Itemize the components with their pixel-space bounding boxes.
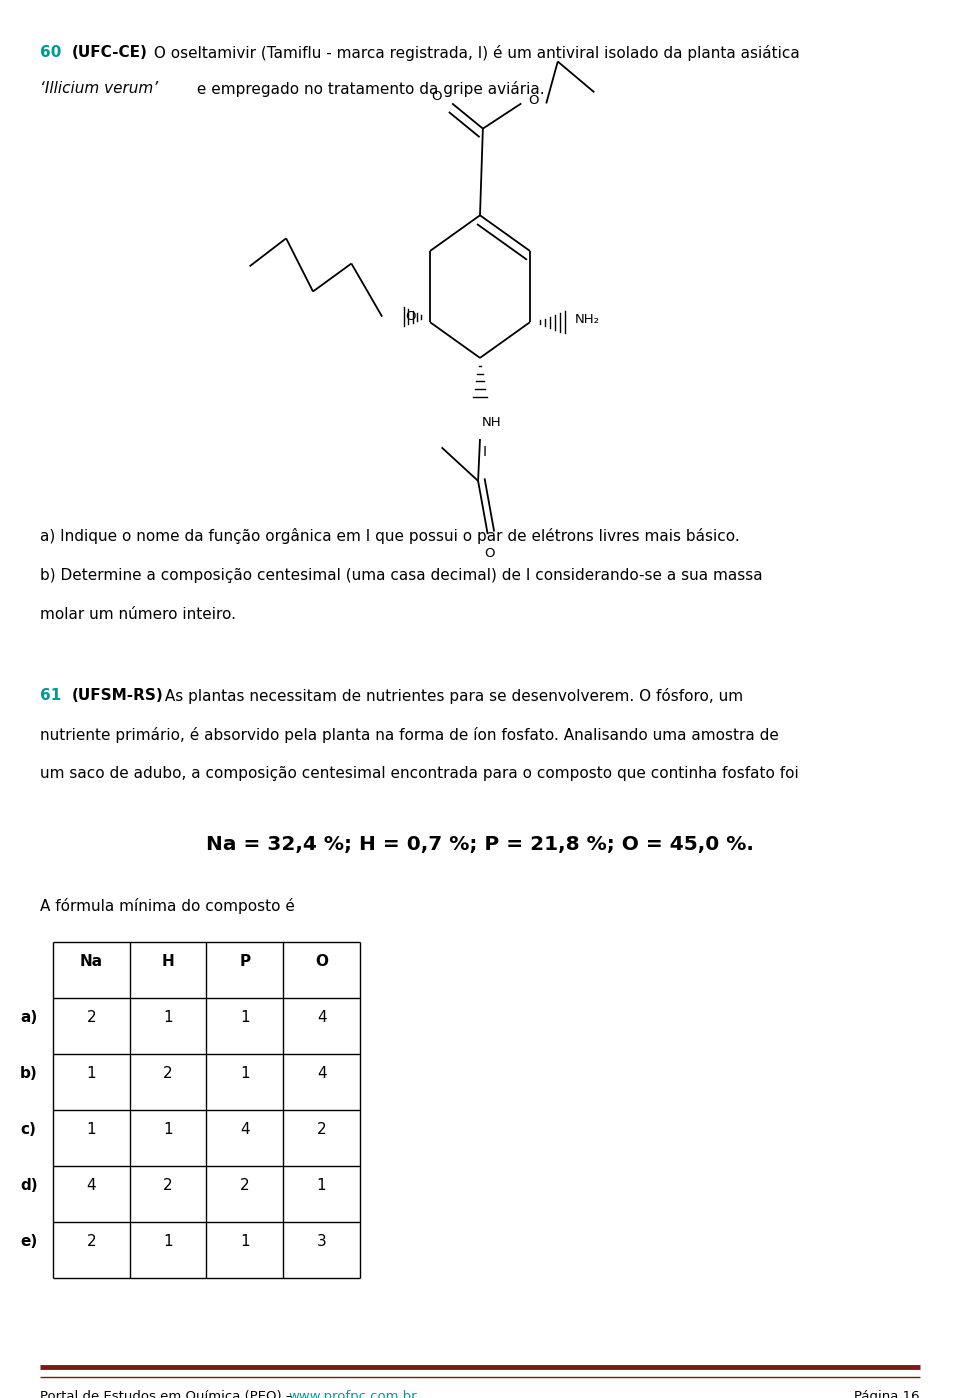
Text: d): d) <box>20 1179 37 1192</box>
Text: P: P <box>239 955 251 969</box>
Text: Na: Na <box>80 955 103 969</box>
Text: Portal de Estudos em Química (PEQ) –: Portal de Estudos em Química (PEQ) – <box>40 1390 297 1398</box>
Text: a): a) <box>20 1011 37 1025</box>
Text: Página 16: Página 16 <box>854 1390 920 1398</box>
Text: 2: 2 <box>86 1011 96 1025</box>
Text: 1: 1 <box>86 1067 96 1081</box>
Text: a) Indique o nome da função orgânica em I que possui o par de elétrons livres ma: a) Indique o nome da função orgânica em … <box>40 528 740 544</box>
Text: 1: 1 <box>163 1123 173 1137</box>
Text: (UFSM-RS): (UFSM-RS) <box>72 688 164 703</box>
Text: um saco de adubo, a composição centesimal encontrada para o composto que continh: um saco de adubo, a composição centesima… <box>40 766 799 781</box>
Text: 3: 3 <box>317 1234 326 1248</box>
Text: 4: 4 <box>317 1011 326 1025</box>
Text: 61: 61 <box>40 688 61 703</box>
Text: 4: 4 <box>317 1067 326 1081</box>
Text: 1: 1 <box>240 1011 250 1025</box>
Text: 4: 4 <box>86 1179 96 1192</box>
Text: I: I <box>483 445 487 459</box>
Text: As plantas necessitam de nutrientes para se desenvolverem. O fósforo, um: As plantas necessitam de nutrientes para… <box>160 688 743 703</box>
Text: O: O <box>529 94 539 108</box>
Text: www.profpc.com.br: www.profpc.com.br <box>288 1390 417 1398</box>
Text: O: O <box>485 547 494 561</box>
Text: ‘Illicium verum’: ‘Illicium verum’ <box>40 81 158 96</box>
Text: A fórmula mínima do composto é: A fórmula mínima do composto é <box>40 898 295 913</box>
Text: e): e) <box>20 1234 37 1248</box>
Text: O: O <box>432 89 442 103</box>
Text: 2: 2 <box>163 1067 173 1081</box>
Text: 2: 2 <box>86 1234 96 1248</box>
Text: 1: 1 <box>163 1011 173 1025</box>
Text: (UFC-CE): (UFC-CE) <box>72 45 148 60</box>
Text: b): b) <box>20 1067 37 1081</box>
Text: b) Determine a composição centesimal (uma casa decimal) de I considerando-se a s: b) Determine a composição centesimal (um… <box>40 568 763 583</box>
Text: 1: 1 <box>240 1067 250 1081</box>
Text: 1: 1 <box>240 1234 250 1248</box>
Text: Na = 32,4 %; H = 0,7 %; P = 21,8 %; O = 45,0 %.: Na = 32,4 %; H = 0,7 %; P = 21,8 %; O = … <box>206 835 754 854</box>
Text: e empregado no tratamento da gripe aviária.: e empregado no tratamento da gripe aviár… <box>192 81 544 96</box>
Text: 1: 1 <box>317 1179 326 1192</box>
Text: nutriente primário, é absorvido pela planta na forma de íon fosfato. Analisando : nutriente primário, é absorvido pela pla… <box>40 727 780 742</box>
Text: 2: 2 <box>240 1179 250 1192</box>
Text: molar um número inteiro.: molar um número inteiro. <box>40 607 236 622</box>
Text: O: O <box>406 310 417 323</box>
Text: H: H <box>161 955 175 969</box>
Text: O oseltamivir (Tamiflu - marca registrada, I) é um antiviral isolado da planta a: O oseltamivir (Tamiflu - marca registrad… <box>149 45 800 60</box>
Text: 1: 1 <box>86 1123 96 1137</box>
Text: 2: 2 <box>163 1179 173 1192</box>
Text: 1: 1 <box>163 1234 173 1248</box>
Text: NH₂: NH₂ <box>575 313 600 326</box>
Text: 2: 2 <box>317 1123 326 1137</box>
Text: c): c) <box>21 1123 36 1137</box>
Text: O: O <box>315 955 328 969</box>
Text: 4: 4 <box>240 1123 250 1137</box>
Text: 60: 60 <box>40 45 61 60</box>
Text: NH: NH <box>482 415 501 429</box>
